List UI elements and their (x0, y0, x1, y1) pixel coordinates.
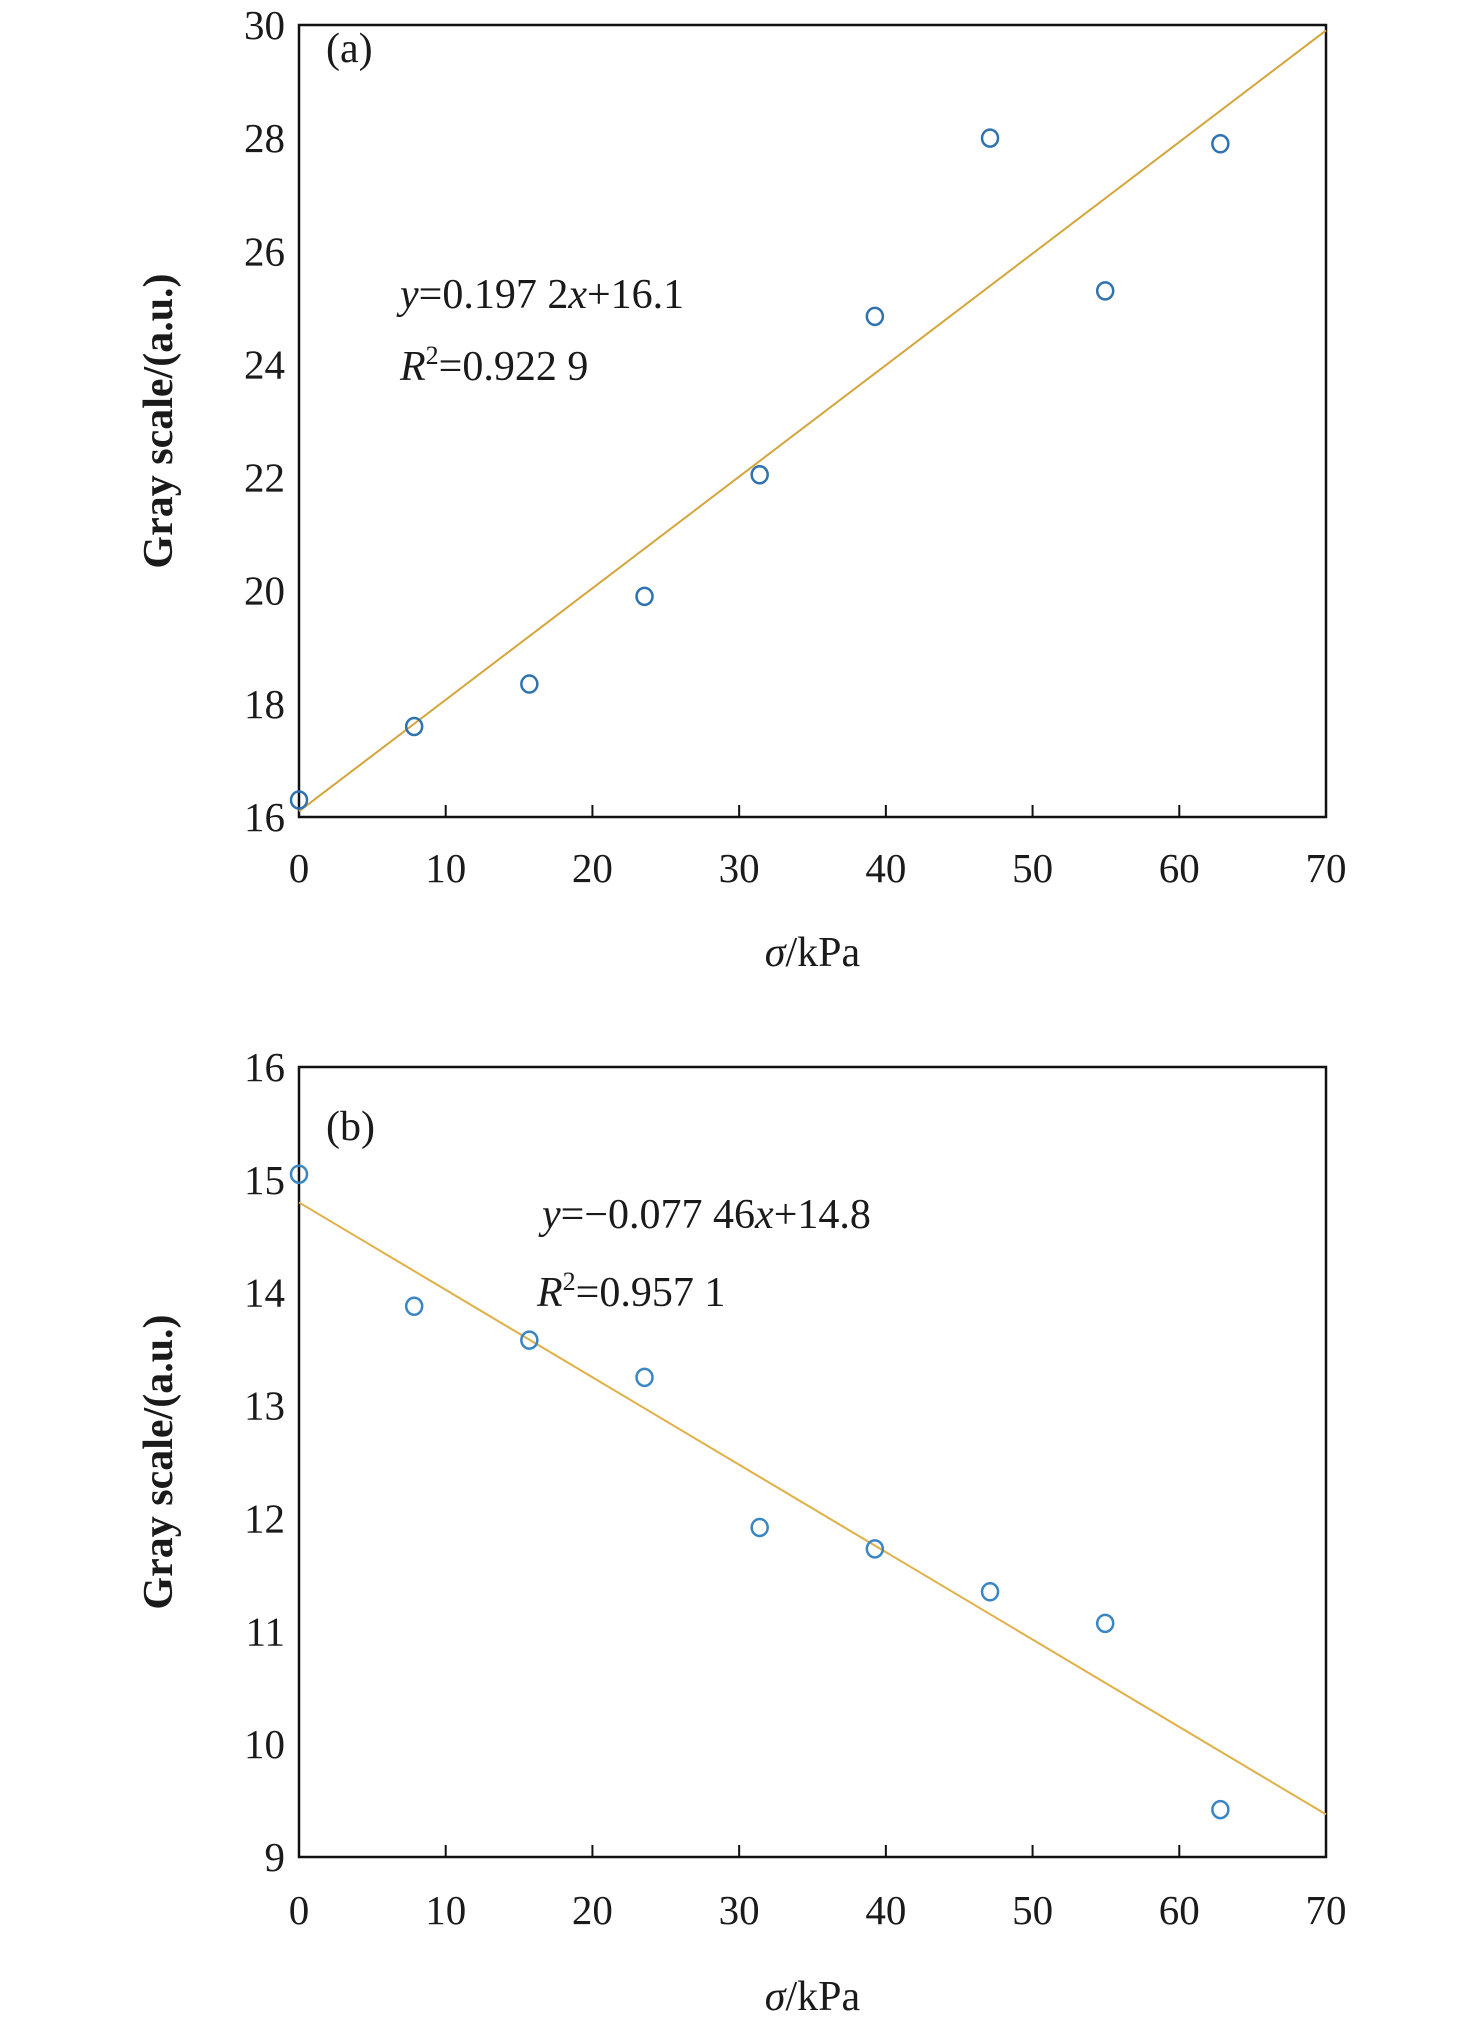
y-axis-label: Gray scale/(a.u.) (136, 1314, 182, 1609)
fit-line (298, 1201, 1327, 1816)
data-point (750, 1517, 769, 1538)
y-tick-label: 11 (246, 1608, 285, 1654)
data-point (635, 586, 654, 607)
data-point (750, 464, 769, 485)
x-tick-label: 70 (1306, 1887, 1347, 1933)
y-tick-label: 10 (244, 1721, 285, 1767)
equation-slope: =0.197 2 (419, 272, 569, 318)
x-axis-symbol: σ (765, 1974, 788, 2020)
r2-sup: 2 (563, 1267, 576, 1296)
x-tick-label: 30 (719, 845, 760, 891)
panel-label: (b) (326, 1104, 375, 1150)
x-tick-label: 20 (572, 845, 613, 891)
equation-y: y (396, 272, 419, 318)
fit-equation: y=0.197 2x+16.1 (396, 272, 684, 318)
x-tick-label: 40 (865, 845, 906, 891)
x-axis-unit: /kPa (786, 930, 861, 976)
data-point (865, 306, 885, 327)
y-tick-label: 18 (244, 681, 285, 727)
y-tick-label: 28 (244, 115, 285, 161)
y-tick-label: 12 (244, 1495, 285, 1541)
y-tick-label: 26 (244, 228, 285, 274)
r2-value: =0.957 1 (576, 1270, 726, 1316)
fit-line (298, 29, 1327, 813)
x-axis-unit: /kPa (786, 1974, 861, 2020)
x-tick-label: 40 (865, 1887, 906, 1933)
x-tick-label: 50 (1012, 1887, 1053, 1933)
data-point (520, 674, 539, 694)
equation-slope: =−0.077 46 (561, 1192, 755, 1238)
y-tick-label: 24 (244, 341, 285, 387)
x-tick-label: 0 (289, 845, 310, 891)
x-axis-label: σ/kPa (765, 1974, 861, 2020)
y-tick-label: 14 (244, 1270, 285, 1316)
data-point (520, 1330, 539, 1350)
x-tick-label: 10 (425, 845, 466, 891)
x-tick-label: 70 (1306, 845, 1347, 891)
chart-panel-b: 0 10 20 30 40 50 60 70 9 10 11 12 13 14 15 16 (b) y=−0.07… (136, 1044, 1347, 2020)
panel-label: (a) (326, 26, 373, 72)
y-tick-label: 9 (265, 1834, 286, 1880)
equation-x: x (567, 272, 587, 318)
plot-frame (297, 1065, 1328, 1859)
fit-equation: y=−0.077 46x+14.8 (538, 1192, 871, 1238)
x-tick-label: 60 (1159, 1887, 1200, 1933)
y-tick-label: 20 (244, 568, 285, 614)
data-point (404, 716, 424, 737)
equation-intercept: +14.8 (774, 1192, 871, 1238)
data-point (404, 1296, 424, 1317)
r2-r: R (536, 1270, 563, 1316)
data-point (1211, 1799, 1230, 1820)
y-tick-label: 22 (244, 455, 285, 501)
data-point (865, 1539, 885, 1559)
x-tick-label: 10 (425, 1887, 466, 1933)
r-squared: R2=0.957 1 (536, 1267, 725, 1316)
equation-intercept: +16.1 (587, 272, 684, 318)
plot-frame (297, 23, 1328, 819)
x-tick-label: 0 (289, 1887, 310, 1933)
x-tick-label: 60 (1159, 845, 1200, 891)
equation-x: x (754, 1192, 774, 1238)
x-tick-label: 30 (719, 1887, 760, 1933)
y-tick-label: 30 (244, 2, 285, 48)
y-tick-label: 15 (244, 1157, 285, 1203)
data-point (635, 1367, 654, 1388)
r2-r: R (399, 344, 426, 390)
y-tick-label: 13 (244, 1383, 285, 1429)
data-point (1095, 281, 1115, 301)
data-point (289, 1164, 309, 1184)
y-tick-label: 16 (244, 794, 285, 840)
x-tick-label: 50 (1012, 845, 1053, 891)
r2-value: =0.922 9 (439, 344, 589, 390)
data-point (1211, 134, 1230, 154)
data-point (1095, 1613, 1115, 1634)
x-axis-label: σ/kPa (765, 930, 861, 976)
data-point (980, 1582, 1000, 1602)
y-tick-label: 16 (244, 1044, 285, 1090)
y-axis-label: Gray scale/(a.u.) (136, 273, 182, 568)
data-point (289, 790, 309, 810)
equation-y: y (538, 1192, 561, 1238)
x-axis-symbol: σ (765, 930, 788, 976)
r2-sup: 2 (426, 341, 439, 370)
r-squared: R2=0.922 9 (399, 341, 588, 390)
chart-panel-a: 0 10 20 30 40 50 60 70 16 18 20 22 24 26 28 30 (a) y=0.19… (136, 2, 1347, 976)
data-point (980, 128, 1000, 148)
x-tick-label: 20 (572, 1887, 613, 1933)
